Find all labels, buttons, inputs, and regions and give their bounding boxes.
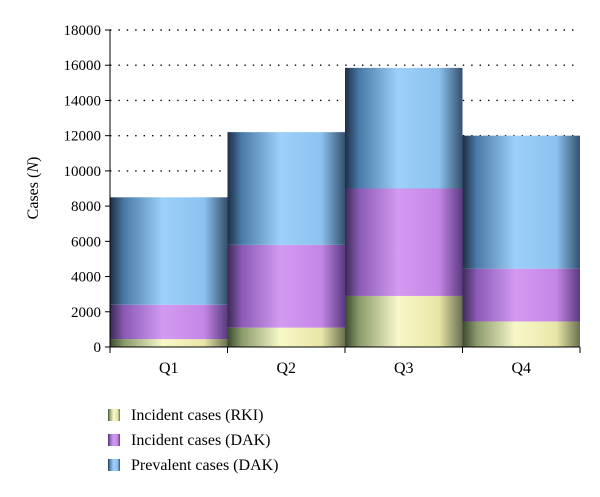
bar-q4-series-2: [462, 268, 580, 322]
legend-swatch: [108, 459, 120, 471]
bar-q1-series-1: [110, 339, 228, 347]
legend-label: Incident cases (DAK): [131, 432, 271, 449]
y-tick-label: 8000: [71, 199, 101, 215]
x-tick-label: Q2: [276, 360, 296, 377]
bar-q3-series-3: [345, 67, 463, 189]
bar-q4-series-1: [462, 321, 580, 347]
bar-q2-series-2: [227, 244, 345, 328]
legend: Incident cases (RKI) Incident cases (DAK)…: [108, 407, 279, 474]
x-tick-label: Q1: [159, 360, 179, 377]
x-axis: Q1 Q2 Q3 Q4: [109, 346, 581, 377]
legend-label: Incident cases (RKI): [131, 407, 263, 424]
y-tick-label: 10000: [64, 164, 102, 180]
y-tick-label: 18000: [64, 23, 102, 39]
legend-label: Prevalent cases (DAK): [131, 457, 279, 474]
legend-swatch: [108, 409, 120, 421]
bar-q1-series-2: [110, 304, 228, 340]
y-tick-label: 0: [94, 340, 102, 356]
bar-q4-series-3: [462, 135, 580, 269]
y-tick-label: 14000: [64, 93, 102, 109]
bar-q1-series-3: [110, 197, 228, 305]
y-axis-title: Cases (N): [25, 157, 42, 220]
bar-q3-series-1: [345, 295, 463, 347]
x-tick-label: Q3: [394, 360, 414, 377]
y-tick-label: 2000: [71, 305, 101, 321]
bars: [110, 67, 580, 347]
y-tick-label: 6000: [71, 234, 101, 250]
y-tick-label: 12000: [64, 129, 102, 145]
bar-q2-series-3: [227, 132, 345, 245]
y-axis: 0 2000 4000 6000 8000 10000 12000 14000 16000 180…: [64, 23, 111, 356]
legend-swatch: [108, 434, 120, 446]
bar-q2-series-1: [227, 327, 345, 347]
y-tick-label: 4000: [71, 270, 101, 286]
y-tick-label: 16000: [64, 58, 102, 74]
bar-q3-series-2: [345, 188, 463, 296]
x-tick-label: Q4: [511, 360, 531, 377]
